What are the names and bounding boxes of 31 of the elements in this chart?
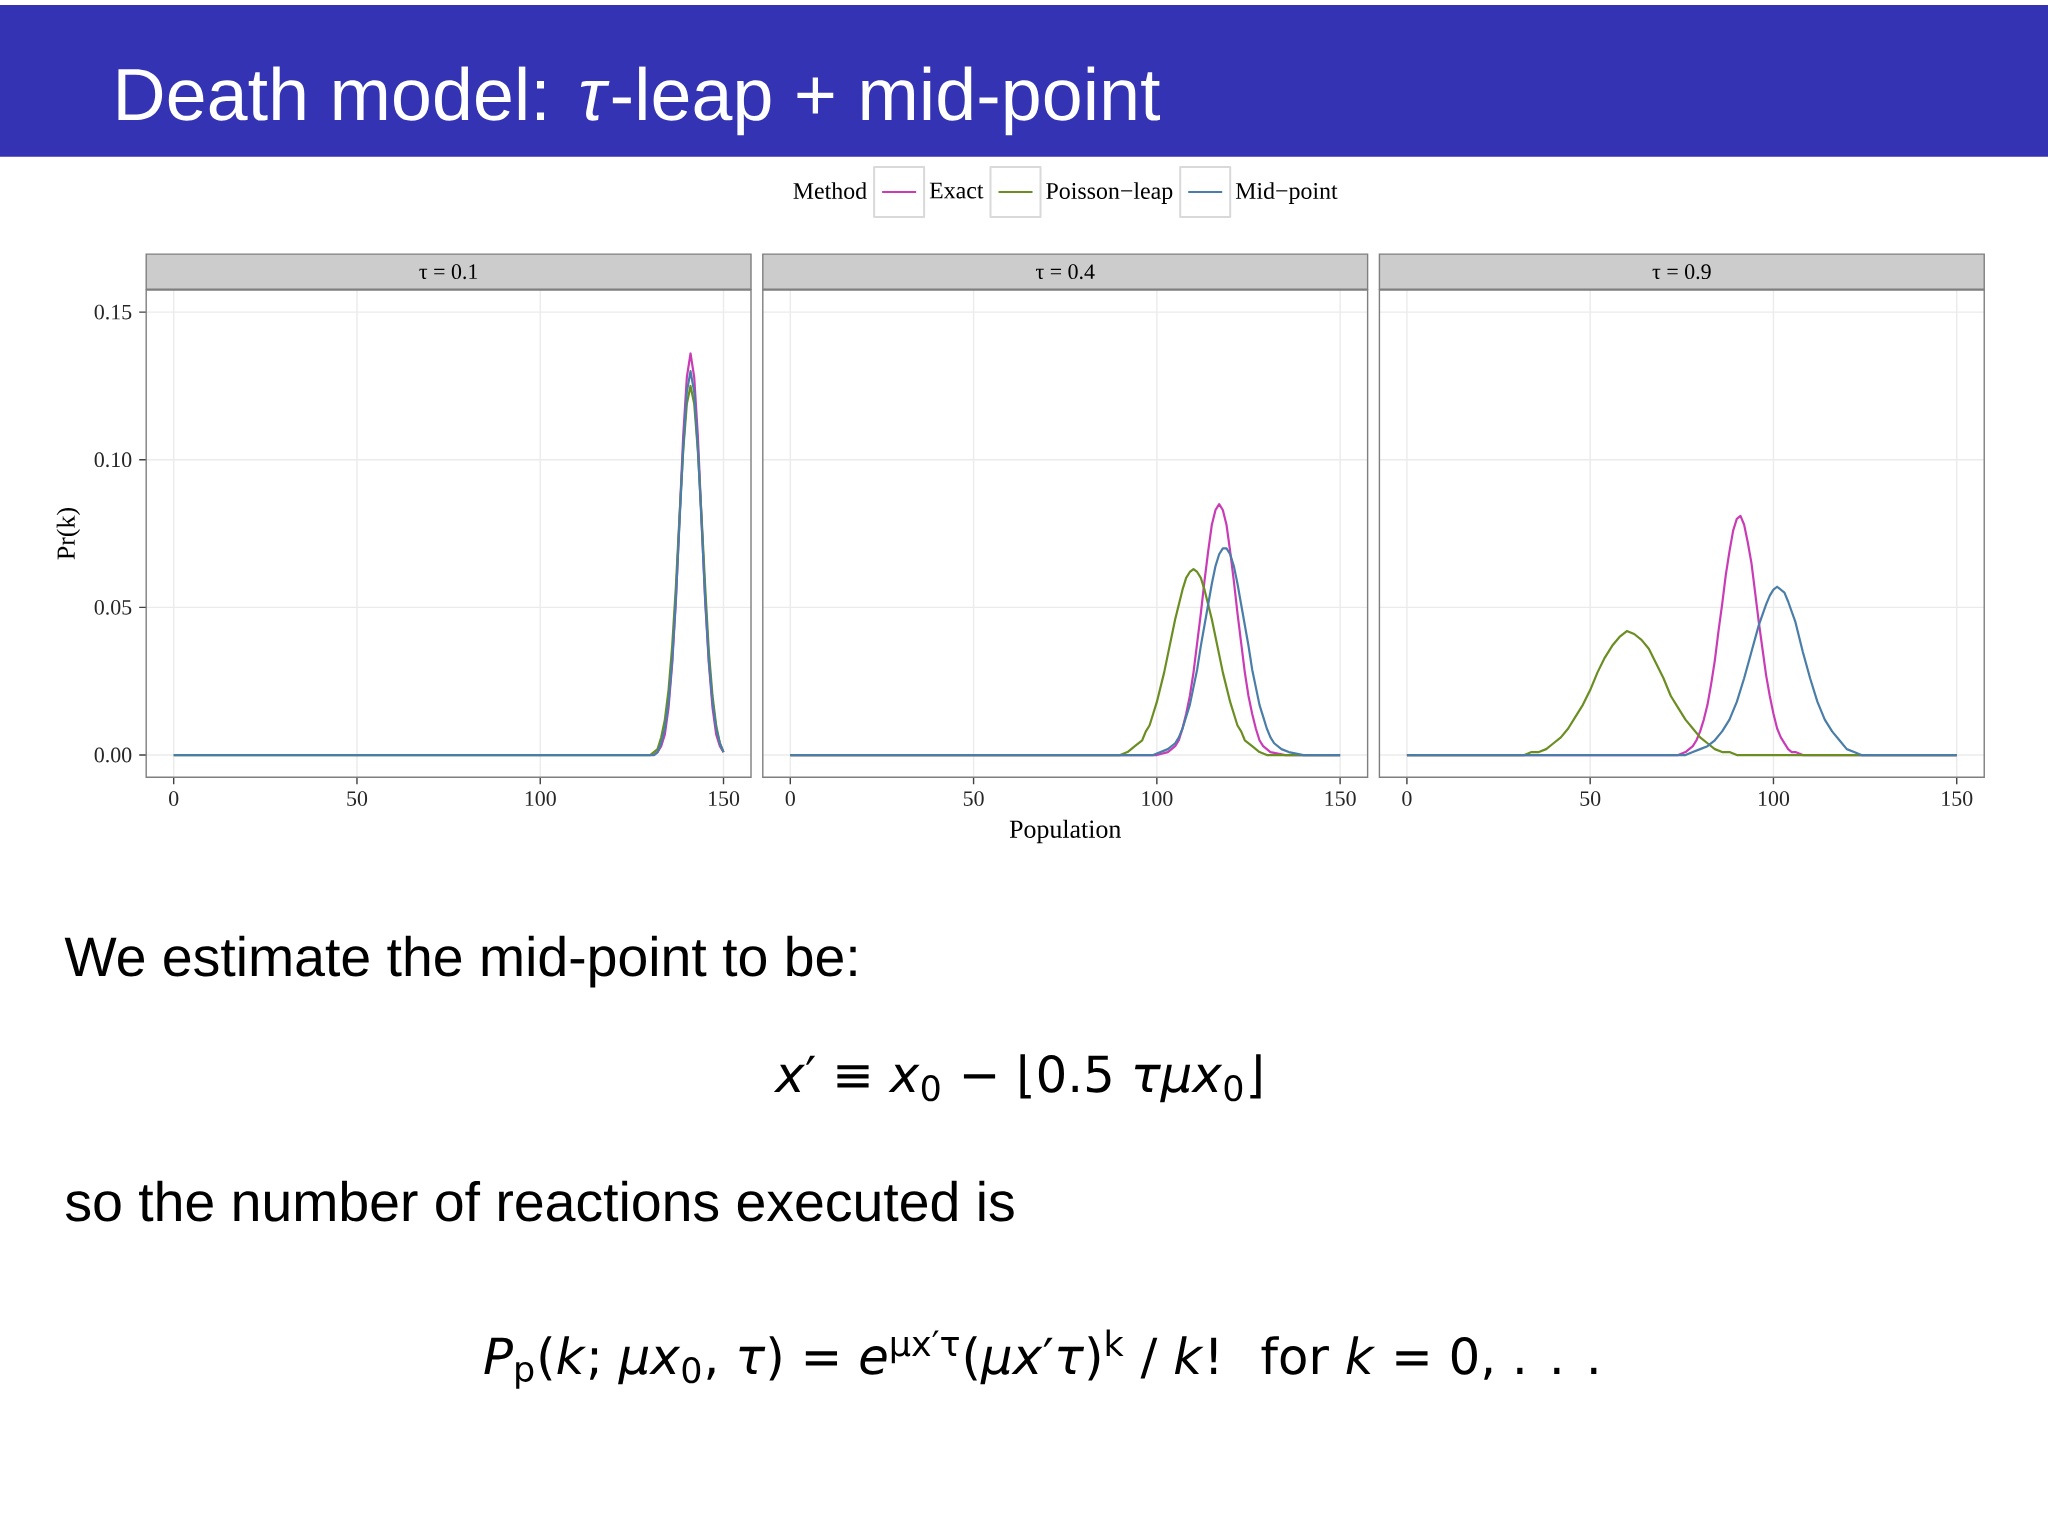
- x-tick-label: 150: [1325, 791, 1356, 807]
- text: We estimate the mid-point to be:: [64, 935, 856, 988]
- text: P$_{p}$(k; μx$_{0}$, τ) = e$^{μx′τ}$(μx′τ)$^{k}$ / k!: [484, 1329, 1217, 1389]
- x-tick-label: 50: [963, 791, 984, 807]
- x-tick-label: 0: [1402, 791, 1412, 807]
- chart-title: τ = 0.4: [1035, 264, 1095, 280]
- x-tick-label: 0: [169, 791, 179, 807]
- legend-title: Method: [793, 182, 867, 199]
- x-tick-label: 0: [785, 791, 795, 807]
- x-tick-label: 50: [347, 791, 368, 807]
- x-tick-label: 150: [1942, 791, 1973, 807]
- y-tick-label: 0.05: [94, 599, 132, 615]
- legend-label: Mid−point: [1235, 182, 1338, 204]
- x-tick-label: 100: [1142, 791, 1173, 807]
- legend-label: Exact: [929, 182, 984, 199]
- x-tick-label: 100: [525, 791, 556, 807]
- x-tick-label: 100: [1758, 791, 1790, 807]
- y-tick-label: 0.10: [94, 452, 132, 468]
- x-axis-title: Population: [1009, 819, 1121, 844]
- text: for k = 0, . . .: [1261, 1336, 1597, 1380]
- chart-title: τ = 0.9: [1652, 264, 1711, 280]
- x-tick-label: 50: [1580, 791, 1601, 807]
- text: x′ ≡ x$_{0}$ − ⌊0.5 τμx$_{0}$⌋: [773, 1054, 1261, 1103]
- y-axis-title: Pr(k): [56, 508, 81, 560]
- y-tick-label: 0.15: [94, 304, 132, 320]
- legend-label: Poisson−leap: [1046, 182, 1173, 204]
- chart-title: τ = 0.1: [419, 264, 478, 280]
- y-tick-label: 0.00: [94, 747, 132, 763]
- text: Death model: τ-leap + mid-point: [118, 66, 1161, 136]
- text: so the number of reactions executed is: [65, 1180, 1014, 1222]
- x-tick-label: 150: [709, 791, 740, 807]
